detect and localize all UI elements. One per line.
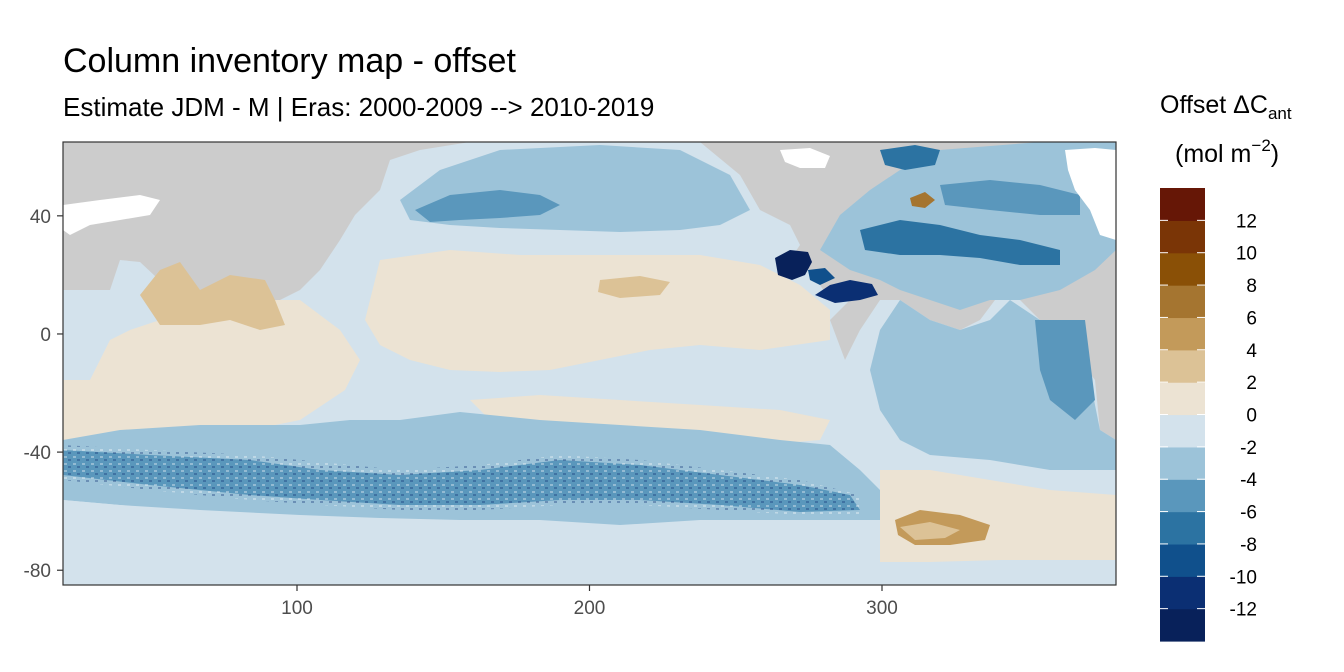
ocean-antarctic-margin bbox=[63, 500, 880, 565]
legend-break-label: 8 bbox=[1246, 276, 1257, 297]
ocean-weddell-sea-core bbox=[900, 522, 960, 540]
x-tick-label: 200 bbox=[574, 598, 606, 619]
x-tick-label: 100 bbox=[281, 598, 313, 619]
ocean-caribbean-north bbox=[808, 268, 835, 285]
ocean-north-atlantic bbox=[820, 142, 1116, 310]
y-tick-label: -80 bbox=[24, 561, 51, 582]
legend-swatch bbox=[1160, 285, 1205, 319]
legend-swatch bbox=[1160, 382, 1205, 416]
chart-subtitle: Estimate JDM - M | Eras: 2000-2009 --> 2… bbox=[63, 92, 655, 122]
legend-unit: (mol m−2) bbox=[1175, 136, 1279, 168]
legend-swatch bbox=[1160, 220, 1205, 254]
legend-swatch bbox=[1160, 349, 1205, 383]
ocean-acc-speckle bbox=[63, 445, 860, 515]
legend-swatch bbox=[1160, 543, 1205, 577]
ocean-east-pacific-tan bbox=[598, 276, 670, 298]
legend-swatch bbox=[1160, 511, 1205, 545]
y-tick-label: 40 bbox=[30, 207, 51, 228]
legend-break-label: 2 bbox=[1246, 373, 1257, 394]
legend-break-label: -8 bbox=[1240, 535, 1257, 556]
ocean-labrador-sea bbox=[880, 145, 940, 170]
ocean-caribbean-sea bbox=[815, 280, 878, 303]
legend: Offset ΔCant (mol m−2) -12 -10 -8 -6 -4 -2 0 2 4… bbox=[1160, 91, 1292, 642]
legend-break-label: -12 bbox=[1230, 600, 1257, 621]
missing-data-arctic-central bbox=[780, 148, 830, 168]
chart-title: Column inventory map - offset bbox=[63, 42, 516, 80]
legend-break-label: -10 bbox=[1230, 567, 1257, 588]
legend-break-label: 0 bbox=[1246, 406, 1257, 427]
missing-data-arctic-east bbox=[1065, 148, 1116, 240]
legend-break-label: 10 bbox=[1236, 244, 1257, 265]
legend-swatch bbox=[1160, 608, 1205, 642]
legend-break-label: 4 bbox=[1246, 341, 1257, 362]
legend-swatch bbox=[1160, 317, 1205, 351]
legend-swatch bbox=[1160, 252, 1205, 286]
ocean-kuroshio bbox=[415, 190, 560, 222]
legend-break-label: -6 bbox=[1240, 503, 1257, 524]
ocean-subtropical-pacific bbox=[365, 250, 830, 372]
legend-swatch bbox=[1160, 188, 1205, 221]
legend-swatch bbox=[1160, 446, 1205, 480]
ocean-gulf-stream-positive bbox=[910, 192, 935, 208]
x-axis: 100 200 300 bbox=[281, 585, 898, 619]
ocean-subpolar-atlantic bbox=[940, 180, 1080, 215]
legend-labels: -12 -10 -8 -6 -4 -2 0 2 4 6 8 10 12 bbox=[1230, 211, 1258, 620]
ocean-benguela bbox=[1035, 320, 1095, 420]
map-panel bbox=[62, 141, 1117, 586]
legend-swatch bbox=[1160, 576, 1205, 610]
missing-data-arctic-west bbox=[63, 195, 160, 235]
legend-break-label: -4 bbox=[1240, 470, 1257, 491]
y-tick-label: 0 bbox=[40, 325, 51, 346]
legend-break-label: 6 bbox=[1246, 308, 1257, 329]
ocean-arabian-sea bbox=[140, 262, 285, 330]
legend-swatch bbox=[1160, 479, 1205, 513]
legend-break-label: -2 bbox=[1240, 438, 1257, 459]
legend-title: Offset ΔCant bbox=[1160, 91, 1292, 123]
ocean-indian bbox=[63, 300, 360, 440]
ocean-gulf-of-mexico bbox=[775, 250, 812, 280]
legend-colorbar bbox=[1160, 188, 1205, 642]
x-tick-label: 300 bbox=[866, 598, 898, 619]
y-tick-label: -40 bbox=[24, 443, 51, 464]
legend-swatch bbox=[1160, 414, 1205, 448]
ocean-north-atlantic-core bbox=[860, 220, 1060, 265]
legend-break-label: 12 bbox=[1236, 211, 1257, 232]
y-axis: -80 -40 0 40 bbox=[24, 207, 63, 582]
